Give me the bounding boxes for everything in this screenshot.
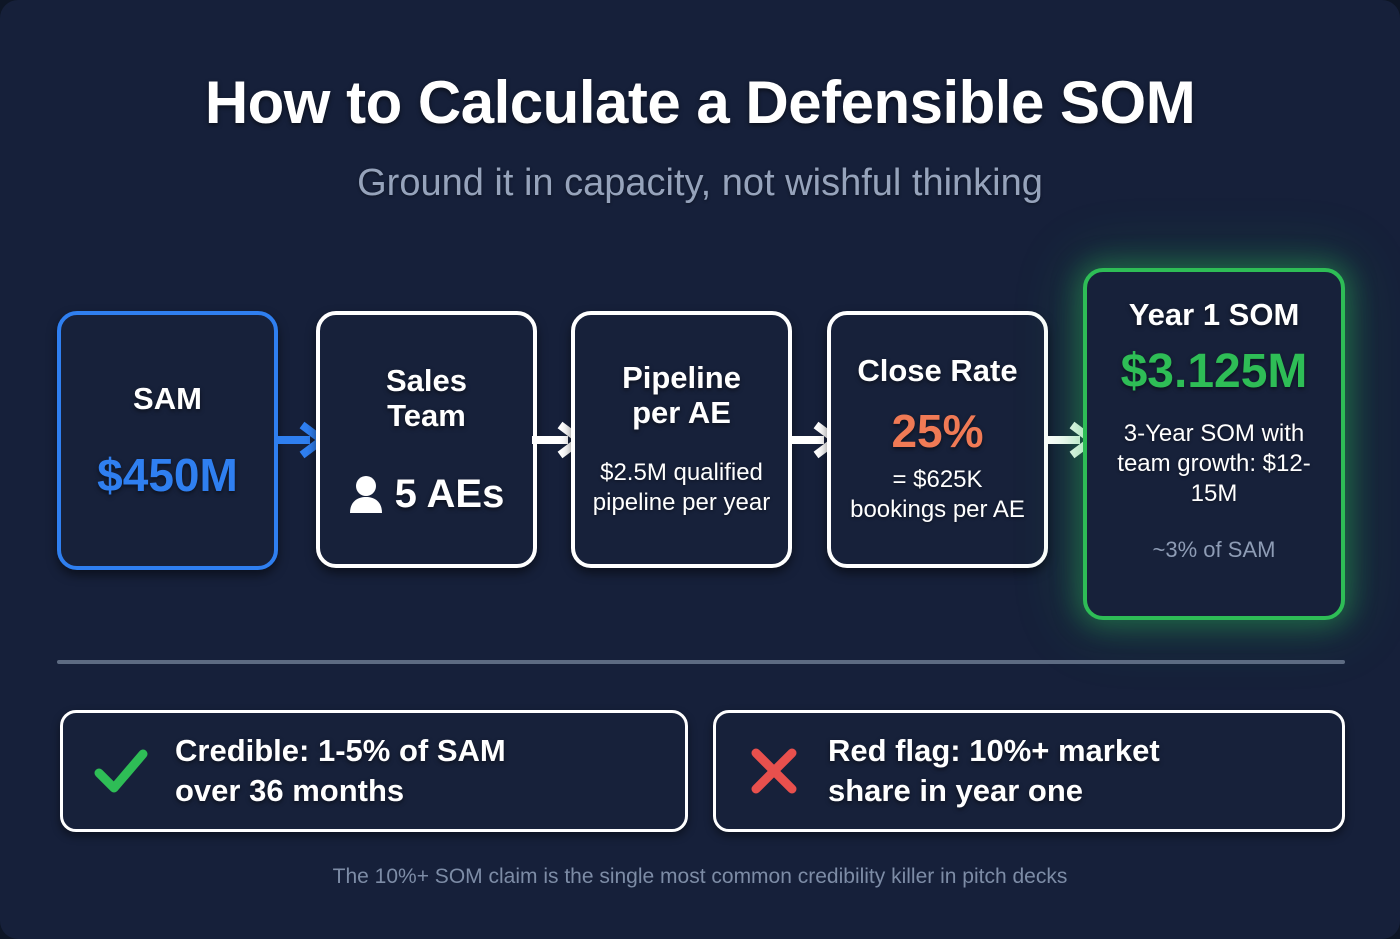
node-sub: 3-Year SOM with team growth: $12-15M [1117, 420, 1311, 508]
node-label-line2: per AE [632, 394, 731, 430]
page-subtitle: Ground it in capacity, not wishful think… [357, 162, 1043, 204]
cross-icon [746, 743, 802, 799]
node-note: ~3% of SAM [1152, 537, 1276, 563]
flow-node-sam: SAM $450M [57, 311, 278, 570]
node-value: $450M [97, 448, 238, 501]
person-icon [349, 475, 383, 514]
check-icon [93, 743, 149, 799]
node-value: 25% [891, 404, 984, 457]
node-label: Year 1 SOM [1128, 297, 1300, 332]
verdict-line2: over 36 months [175, 773, 405, 808]
section-divider [57, 660, 1345, 664]
node-label: Close Rate [857, 352, 1018, 388]
verdict-text: Credible: 1-5% of SAM over 36 months [175, 731, 506, 810]
node-value: $3.125M [1120, 344, 1308, 398]
verdict-line2: share in year one [828, 773, 1084, 808]
node-value: 5 AEs [394, 472, 505, 517]
node-sub: $2.5M qualified pipeline per year [592, 459, 771, 517]
verdict-line1: Credible: 1-5% of SAM [175, 733, 506, 769]
node-label-line1: Pipeline [622, 359, 741, 395]
verdict-text: Red flag: 10%+ market share in year one [828, 731, 1160, 810]
node-sub: = $625K bookings per AE [850, 466, 1025, 523]
flow-node-pipeline-per-ae: Pipeline per AE $2.5M qualified pipeline… [571, 311, 792, 568]
verdict-line1: Red flag: 10%+ market [828, 733, 1160, 769]
node-label-line1: Sales [385, 362, 467, 398]
node-label-line2: Team [387, 397, 466, 433]
verdict-card-credible: Credible: 1-5% of SAM over 36 months [60, 710, 688, 832]
footer-note: The 10%+ SOM claim is the single most co… [332, 865, 1068, 888]
page-title: How to Calculate a Defensible SOM [204, 69, 1196, 136]
verdict-card-red-flag: Red flag: 10%+ market share in year one [713, 710, 1345, 832]
flow-node-year-1-som: Year 1 SOM $3.125M 3-Year SOM with team … [1083, 268, 1345, 620]
node-label: SAM [133, 380, 202, 416]
flow-node-close-rate: Close Rate 25% = $625K bookings per AE [827, 311, 1048, 568]
flow-node-sales-team: Sales Team 5 AEs [316, 311, 537, 568]
